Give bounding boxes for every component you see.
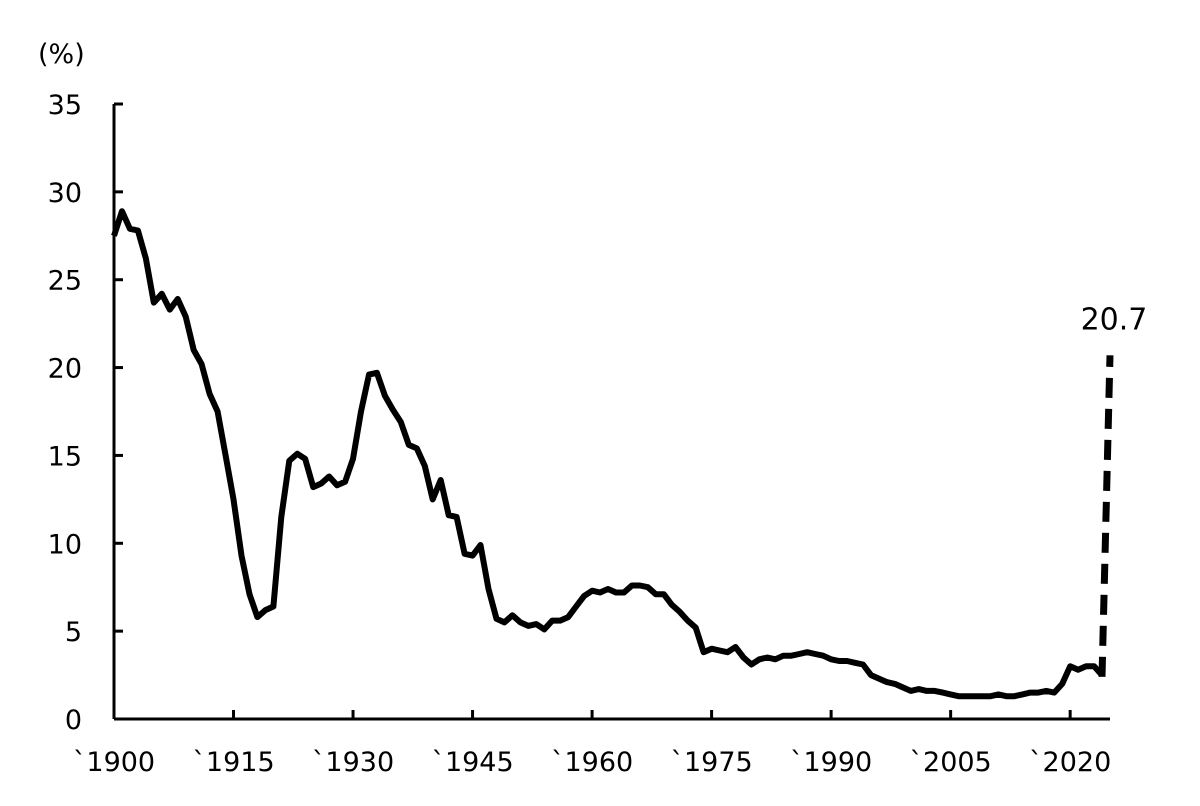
x-tick-label: `1900 (73, 747, 155, 778)
y-axis-unit-label: (%) (38, 39, 85, 70)
annotation-layer: 20.7 (1081, 302, 1148, 337)
y-tick-label: 30 (48, 178, 82, 209)
axes (112, 104, 1110, 721)
x-tick-label: `1930 (312, 747, 394, 778)
dashed-series-line (1098, 355, 1114, 677)
y-tick-label: 5 (65, 617, 82, 648)
annotation-label: 20.7 (1081, 302, 1148, 337)
y-tick-label: 35 (48, 90, 82, 121)
y-tick-label: 15 (48, 441, 82, 472)
y-tick-label: 0 (65, 705, 82, 736)
x-tick-label: `2020 (1029, 747, 1111, 778)
x-axis-ticks: `1900 `1915 `1930 `1945 `1960 `1975 `1990 `2005… (73, 710, 1111, 778)
x-tick-label: `1915 (192, 747, 274, 778)
y-tick-label: 25 (48, 266, 82, 297)
series-line (111, 208, 1105, 700)
x-tick-label: `2005 (910, 747, 992, 778)
x-tick-label: `1975 (670, 747, 752, 778)
y-tick-label: 10 (48, 529, 82, 560)
x-tick-label: `1945 (431, 747, 513, 778)
y-tick-label: 20 (48, 354, 82, 385)
y-axis-ticks: 0 5 10 15 20 25 30 35 (48, 90, 123, 736)
series-layer (111, 208, 1114, 700)
x-tick-label: `1990 (790, 747, 872, 778)
x-tick-label: `1960 (551, 747, 633, 778)
